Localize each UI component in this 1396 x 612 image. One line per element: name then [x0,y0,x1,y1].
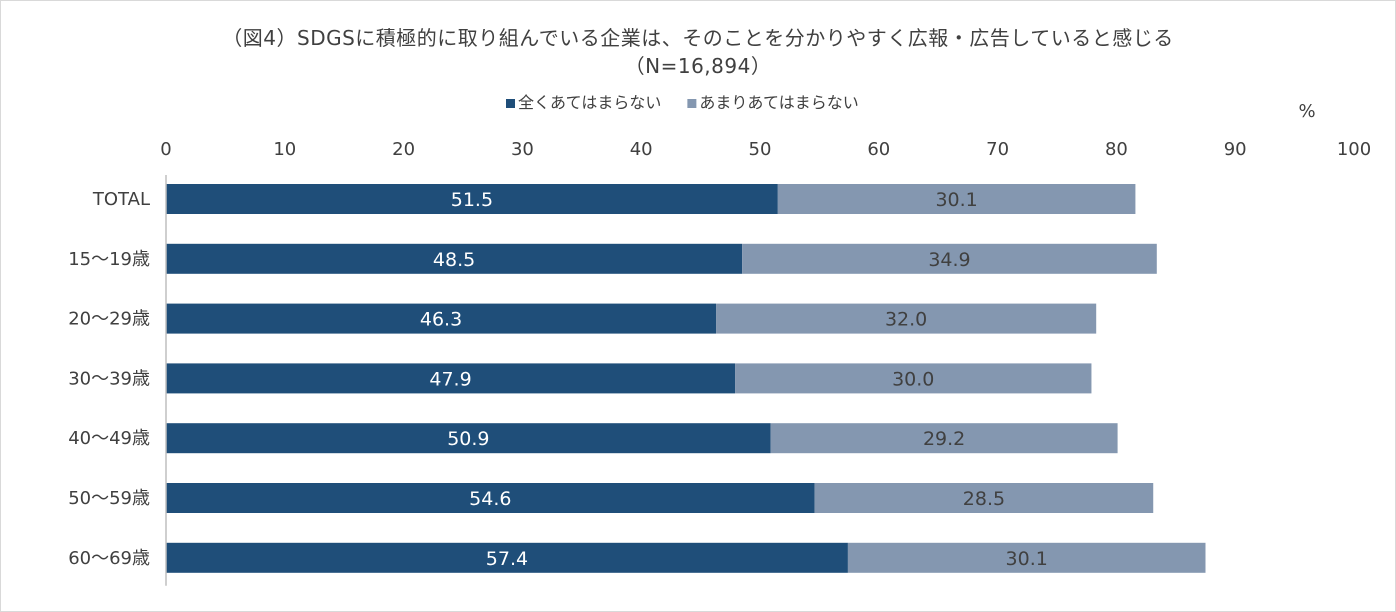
data-label: 51.5 [451,189,493,211]
category-label: TOTAL [92,189,150,210]
y-axis-labels: TOTAL 15〜19歳 20〜29歳 30〜39歳 40〜49歳 50〜59歳 60〜69… [68,189,150,569]
legend-label: 全くあてはまらない [518,93,661,112]
x-tick-label: 40 [630,139,653,160]
legend-swatch [687,99,697,108]
bar-segment [166,542,848,573]
category-label: 40〜49歳 [68,428,150,449]
x-tick-label: 10 [273,139,296,160]
data-label: 30.0 [892,368,934,390]
bar-segment [847,542,1206,573]
data-label: 47.9 [429,368,471,390]
category-label: 15〜19歳 [68,249,150,270]
chart-subtitle: （N=16,894） [624,54,772,78]
data-label: 28.5 [963,488,1005,510]
x-axis-ticks: 0 10 20 30 40 50 60 70 80 90 100 [160,139,1371,160]
bar-segment [166,184,778,214]
x-tick-label: 90 [1224,139,1247,160]
bar-segment [166,423,771,454]
legend-swatch [506,99,515,108]
data-label: 54.6 [469,488,511,510]
data-label: 29.2 [923,428,965,450]
x-tick-label: 80 [1105,139,1128,160]
unit-label: % [1298,101,1315,122]
chart-title: （図4）SDGSに積極的に取り組んでいる企業は、そのことを分かりやすく広報・広告… [222,26,1174,50]
category-label: 20〜29歳 [68,309,150,330]
bars: 51.5 30.1 48.5 34.9 46.3 32.0 47.9 30.0 50.9 29.2… [166,184,1206,573]
bar-segment [716,303,1097,334]
x-tick-label: 70 [986,139,1009,160]
category-label: 30〜39歳 [68,368,150,389]
bar-segment [166,363,736,394]
legend-label: あまりあてはまらない [699,93,858,112]
bar-segment [166,243,743,274]
bar-segment [777,184,1136,214]
data-label: 30.1 [1006,548,1048,570]
data-label: 48.5 [433,249,475,271]
x-tick-label: 50 [749,139,772,160]
bar-segment [814,483,1154,513]
data-label: 32.0 [885,309,927,331]
data-label: 46.3 [420,309,462,331]
x-tick-label: 60 [867,139,890,160]
bar-segment [770,423,1118,454]
data-label: 34.9 [928,249,970,271]
bar-segment [742,243,1157,274]
category-label: 60〜69歳 [68,548,150,569]
x-tick-label: 100 [1337,139,1371,160]
bar-segment [166,483,815,513]
bar-segment [735,363,1092,394]
x-tick-label: 20 [392,139,415,160]
x-tick-label: 30 [511,139,534,160]
data-label: 57.4 [486,548,528,570]
x-tick-label: 0 [160,139,171,160]
bar-segment [166,303,717,334]
category-label: 50〜59歳 [68,488,150,509]
legend: 全くあてはまらない あまりあてはまらない [506,93,859,112]
data-label: 30.1 [935,189,977,211]
data-label: 50.9 [447,428,489,450]
